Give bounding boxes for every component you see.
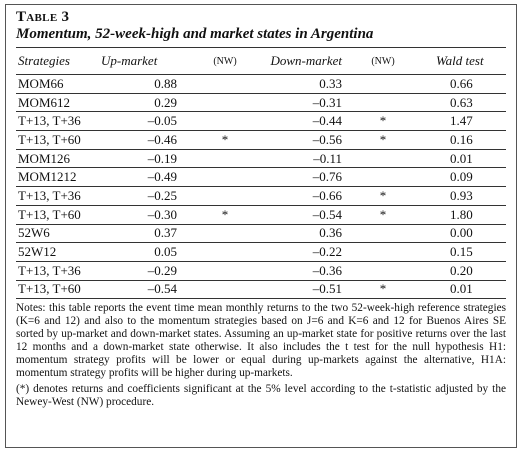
- table-cell: [356, 224, 410, 244]
- table-cell: –0.66: [245, 186, 356, 206]
- footnote: (*) denotes returns and coefficients sig…: [16, 383, 506, 409]
- table-row: 52W6 0.37 0.36 0.00: [16, 224, 506, 244]
- row-label: T+13, T+36: [16, 111, 101, 132]
- table-row: T+13, T+36 –0.25 –0.66 * 0.93: [16, 186, 506, 206]
- table-cell: *: [205, 205, 245, 225]
- table-cell: [356, 261, 410, 281]
- table-cell: 1.47: [410, 111, 506, 132]
- table-cell: 0.37: [101, 224, 205, 244]
- table-cell: 0.88: [101, 74, 205, 94]
- row-label: MOM126: [16, 149, 101, 169]
- table-cell: 0.36: [245, 224, 356, 244]
- row-label: 52W12: [16, 242, 101, 262]
- table-cell: [205, 93, 245, 113]
- table-cell: 0.09: [410, 167, 506, 188]
- table-cell: 0.15: [410, 242, 506, 262]
- table-row: MOM612 0.29 –0.31 0.63: [16, 93, 506, 113]
- table-cell: 0.01: [410, 280, 506, 300]
- row-label: MOM612: [16, 93, 101, 113]
- table-row: MOM126 –0.19 –0.11 0.01: [16, 149, 506, 169]
- table-cell: *: [356, 130, 410, 150]
- table-cell: [205, 167, 245, 188]
- column-header: Up-market: [101, 48, 205, 75]
- table-cell: *: [205, 130, 245, 150]
- table-body: MOM66 0.88 0.33 0.66 MOM612 0.29 –0.31 0.63 T+13…: [16, 74, 506, 300]
- table-row: T+13, T+36 –0.05 –0.44 * 1.47: [16, 111, 506, 132]
- table-cell: [205, 186, 245, 206]
- table-cell: –0.29: [101, 261, 205, 281]
- data-table: Strategies Up-market (NW) Down-market (NW) Wa…: [16, 48, 506, 300]
- row-label: 52W6: [16, 224, 101, 244]
- table-cell: [205, 242, 245, 262]
- table-cell: –0.05: [101, 111, 205, 132]
- table-cell: 0.05: [101, 242, 205, 262]
- table-cell: [205, 224, 245, 244]
- table-cell: –0.22: [245, 242, 356, 262]
- table-label: Table 3: [16, 9, 70, 25]
- table-cell: –0.54: [245, 205, 356, 225]
- table-row: T+13, T+60 –0.30 * –0.54 * 1.80: [16, 205, 506, 225]
- table-cell: *: [356, 111, 410, 132]
- row-label: T+13, T+36: [16, 261, 101, 281]
- table-row: MOM66 0.88 0.33 0.66: [16, 74, 506, 94]
- table-cell: –0.11: [245, 149, 356, 169]
- notes: Notes: this table reports the event time…: [16, 302, 506, 380]
- column-header: Wald test: [410, 48, 506, 75]
- table-cell: [356, 74, 410, 94]
- header-row: Strategies Up-market (NW) Down-market (NW) Wa…: [16, 48, 506, 75]
- table-cell: 1.80: [410, 205, 506, 225]
- table-cell: –0.19: [101, 149, 205, 169]
- table-cell: [356, 242, 410, 262]
- table-row: 52W12 0.05 –0.22 0.15: [16, 242, 506, 262]
- table-cell: 0.33: [245, 74, 356, 94]
- table-cell: –0.46: [101, 130, 205, 150]
- table-panel: Table 3 Momentum, 52-week-high and marke…: [5, 4, 517, 448]
- table-cell: 0.16: [410, 130, 506, 150]
- table-row: T+13, T+36 –0.29 –0.36 0.20: [16, 261, 506, 281]
- table-cell: *: [356, 186, 410, 206]
- table-cell: 0.63: [410, 93, 506, 113]
- table-cell: –0.25: [101, 186, 205, 206]
- table-title: Momentum, 52-week-high and market states…: [16, 25, 506, 48]
- table-cell: *: [356, 280, 410, 300]
- row-label: MOM1212: [16, 167, 101, 188]
- table-cell: –0.30: [101, 205, 205, 225]
- table-cell: [205, 261, 245, 281]
- table-cell: –0.44: [245, 111, 356, 132]
- table-cell: [205, 111, 245, 132]
- table-cell: [356, 167, 410, 188]
- table-cell: –0.56: [245, 130, 356, 150]
- table-cell: [356, 149, 410, 169]
- table-cell: *: [356, 205, 410, 225]
- table-cell: [205, 74, 245, 94]
- table-cell: 0.01: [410, 149, 506, 169]
- table-cell: 0.93: [410, 186, 506, 206]
- row-label: T+13, T+60: [16, 130, 101, 150]
- column-header: (NW): [356, 48, 410, 75]
- table-cell: 0.66: [410, 74, 506, 94]
- table-row: MOM1212 –0.49 –0.76 0.09: [16, 167, 506, 188]
- table-cell: –0.54: [101, 280, 205, 300]
- column-header: Strategies: [16, 48, 101, 75]
- table-cell: –0.76: [245, 167, 356, 188]
- table-cell: –0.49: [101, 167, 205, 188]
- row-label: T+13, T+60: [16, 280, 101, 300]
- column-header: (NW): [205, 48, 245, 75]
- column-header: Down-market: [245, 48, 356, 75]
- table-cell: 0.20: [410, 261, 506, 281]
- table-cell: 0.00: [410, 224, 506, 244]
- table-cell: –0.31: [245, 93, 356, 113]
- table-cell: [356, 93, 410, 113]
- table-cell: [205, 280, 245, 300]
- table-cell: –0.51: [245, 280, 356, 300]
- table-cell: –0.36: [245, 261, 356, 281]
- table-cell: 0.29: [101, 93, 205, 113]
- row-label: MOM66: [16, 74, 101, 94]
- row-label: T+13, T+36: [16, 186, 101, 206]
- table-cell: [205, 149, 245, 169]
- row-label: T+13, T+60: [16, 205, 101, 225]
- table-row: T+13, T+60 –0.46 * –0.56 * 0.16: [16, 130, 506, 150]
- table-row: T+13, T+60 –0.54 –0.51 * 0.01: [16, 280, 506, 300]
